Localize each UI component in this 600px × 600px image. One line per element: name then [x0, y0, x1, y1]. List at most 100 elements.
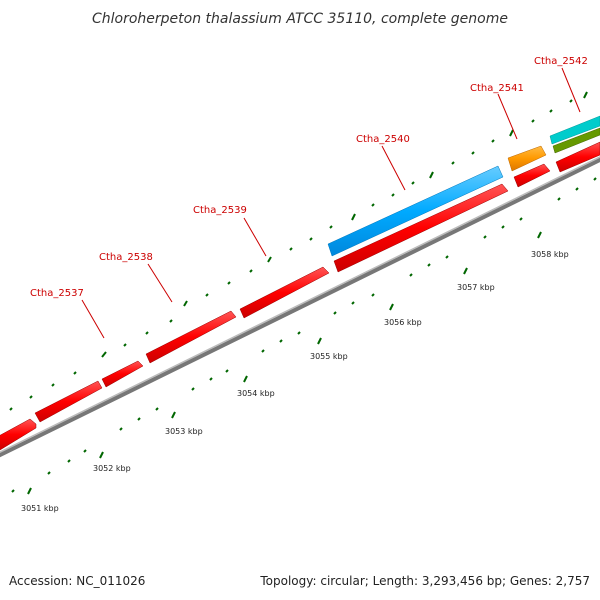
tick: [409, 273, 413, 277]
tick: [309, 237, 313, 241]
tick: [391, 193, 395, 197]
tick: [471, 151, 475, 155]
tick: [429, 171, 434, 179]
gene-leader-lines: [81, 67, 581, 339]
tick: [279, 339, 283, 343]
tick: [411, 181, 415, 185]
gene-ctha-2538-a[interactable]: [34, 380, 103, 423]
tick: [389, 303, 394, 311]
tick: [351, 301, 355, 305]
kbp-label: 3056 kbp: [384, 318, 422, 327]
kbp-label: 3058 kbp: [531, 250, 569, 259]
tick: [9, 407, 13, 411]
tick: [225, 369, 229, 373]
tick: [11, 489, 15, 493]
tick: [155, 407, 159, 411]
tick: [531, 119, 535, 123]
tick: [145, 331, 149, 335]
tick: [557, 197, 561, 201]
gene-ctha-2542-fwd[interactable]: [555, 141, 600, 173]
kbp-label: 3054 kbp: [237, 389, 275, 398]
kbp-label: 3052 kbp: [93, 464, 131, 473]
gene-label-ctha-2540: Ctha_2540: [356, 134, 410, 145]
inner-tick-row: [11, 177, 597, 495]
tick: [249, 269, 253, 273]
gene-ctha-2541[interactable]: [507, 145, 547, 172]
tick: [501, 225, 505, 229]
gene-label-ctha-2538: Ctha_2538: [99, 252, 153, 263]
tick: [73, 371, 77, 375]
tick: [205, 293, 209, 297]
tick: [569, 99, 573, 103]
tick: [593, 177, 597, 181]
leader-ctha-2540: [381, 145, 406, 191]
tick: [169, 319, 173, 323]
tick: [101, 351, 107, 358]
tick: [463, 267, 468, 275]
kbp-label: 3057 kbp: [457, 283, 495, 292]
gene-ctha-2542[interactable]: [549, 115, 600, 145]
leader-ctha-2542: [561, 67, 581, 113]
tick: [123, 343, 127, 347]
tick: [329, 225, 333, 229]
gene-ctha-2537[interactable]: [0, 418, 37, 451]
tick: [445, 255, 449, 259]
tick: [297, 331, 301, 335]
kbp-label: 3055 kbp: [310, 352, 348, 361]
tick: [371, 293, 375, 297]
tick: [29, 395, 33, 399]
map-title: Chloroherpeton thalassium ATCC 35110, co…: [92, 11, 508, 27]
gene-ctha-2539-a[interactable]: [145, 310, 237, 364]
tick: [119, 427, 123, 431]
tick: [191, 387, 195, 391]
tick: [67, 459, 71, 463]
tick: [243, 375, 248, 383]
tick: [491, 139, 495, 143]
leader-ctha-2539: [243, 217, 267, 257]
tick: [519, 217, 523, 221]
tick: [171, 411, 176, 419]
genome-stats-text: Topology: circular; Length: 3,293,456 bp…: [259, 574, 590, 588]
tick: [333, 311, 337, 315]
tick: [227, 281, 231, 285]
tick: [47, 471, 51, 475]
tick: [99, 451, 104, 459]
tick: [537, 231, 542, 239]
tick: [583, 91, 588, 99]
tick: [351, 213, 356, 221]
tick: [183, 300, 188, 307]
accession-text: Accession: NC_011026: [9, 574, 145, 588]
leader-ctha-2541: [497, 93, 518, 140]
genome-backbone: [0, 157, 600, 458]
tick: [209, 377, 213, 381]
tick: [261, 349, 265, 353]
tick: [267, 256, 272, 263]
tick: [509, 129, 514, 137]
tick: [549, 109, 553, 113]
tick: [371, 203, 375, 207]
gene-label-ctha-2542: Ctha_2542: [534, 56, 588, 67]
tick: [575, 187, 579, 191]
kbp-label: 3051 kbp: [21, 504, 59, 513]
forward-genes: [0, 141, 600, 451]
genome-backbone-highlight: [0, 156, 600, 453]
gene-label-ctha-2537: Ctha_2537: [30, 288, 84, 299]
tick: [427, 263, 431, 267]
gene-ctha-2540[interactable]: [327, 165, 504, 257]
gene-ctha-2539[interactable]: [239, 266, 330, 319]
gene-label-ctha-2541: Ctha_2541: [470, 83, 524, 94]
gene-ctha-2538[interactable]: [101, 360, 144, 388]
gene-ctha-2541-fwd[interactable]: [513, 163, 551, 188]
leader-ctha-2537: [81, 299, 105, 339]
tick: [83, 449, 87, 453]
tick: [317, 337, 322, 345]
outer-tick-row: [9, 91, 588, 411]
tick: [451, 161, 455, 165]
tick: [289, 247, 293, 251]
tick: [137, 417, 141, 421]
gene-label-ctha-2539: Ctha_2539: [193, 205, 247, 216]
tick: [51, 383, 55, 387]
gene-ctha-2540-fwd[interactable]: [333, 183, 509, 273]
gene-ctha-2542-olive[interactable]: [552, 127, 600, 154]
